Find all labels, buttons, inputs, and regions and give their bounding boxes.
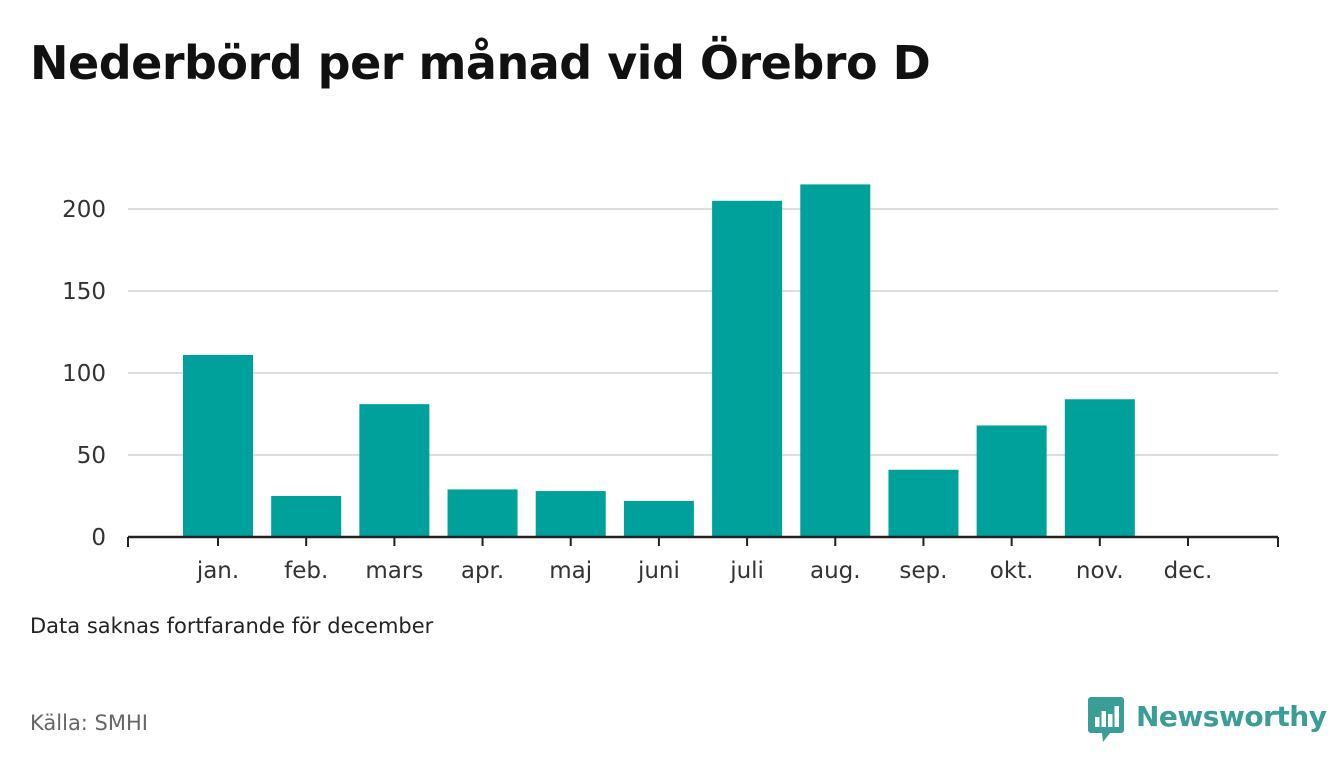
bar-jan [183,354,253,537]
bars [183,184,1135,538]
bar-apr [447,489,518,537]
source-credit: Källa: SMHI [30,711,148,735]
bar-chart: 0 50 100 150 200 jan. feb. mars apr. maj juni juli… [62,184,1279,584]
x-tick-label: juli [729,558,764,584]
x-tick-label: juni [637,558,680,584]
newsworthy-logo-icon [1088,697,1124,742]
bar-aug [800,184,871,537]
x-axis [127,535,1279,547]
bar-sep [888,469,959,537]
x-tick-labels: jan. feb. mars apr. maj juni juli aug. sep. okt. n… [196,558,1213,584]
bar-mars [359,404,430,537]
y-tick-label: 50 [77,443,106,469]
bar-juli [712,200,783,538]
y-tick-labels: 0 50 100 150 200 [62,197,106,551]
x-tick-label: aug. [810,558,861,584]
x-tick-label: mars [365,558,423,584]
brand-logo: Newsworthy [1088,697,1327,743]
footnote: Data saknas fortfarande för december [30,614,434,638]
x-tick-label: maj [549,558,592,584]
brand-name: Newsworthy [1136,700,1327,733]
bar-juni [623,500,694,537]
x-tick-label: sep. [899,558,947,584]
chart-title: Nederbörd per månad vid Örebro D [30,36,931,90]
y-tick-label: 150 [62,279,106,305]
x-tick-label: feb. [284,558,328,584]
y-tick-label: 100 [62,361,106,387]
y-tick-label: 0 [91,525,106,551]
bar-nov [1064,399,1135,537]
x-tick-label: okt. [990,558,1034,584]
bar-feb [271,496,342,537]
y-tick-label: 200 [62,197,106,223]
x-tick-label: jan. [196,558,239,584]
x-tick-label: apr. [461,558,504,584]
bar-okt [976,425,1047,537]
x-tick-label: dec. [1164,558,1213,584]
bar-maj [535,491,606,537]
x-tick-label: nov. [1076,558,1124,584]
